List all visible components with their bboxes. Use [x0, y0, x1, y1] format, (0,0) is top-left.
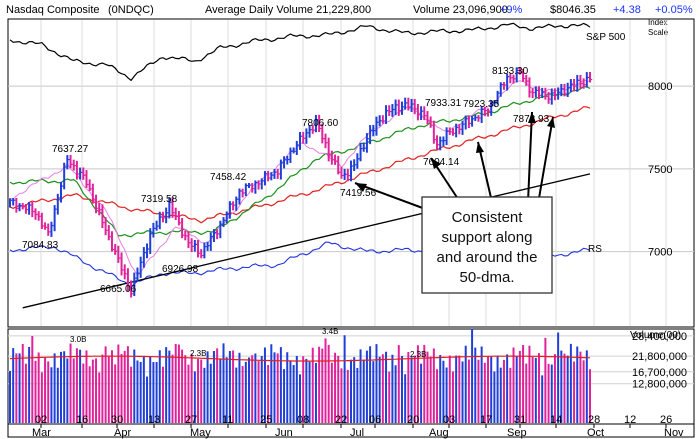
- price-tick-label: 7000: [648, 247, 672, 259]
- volume-annotation: 3.4B: [322, 327, 338, 336]
- price-annotation: 8133.30: [492, 66, 529, 77]
- price-annotation: 7933.31: [425, 98, 462, 109]
- date-axis-frame: [7, 423, 695, 438]
- volume-tick-label: 21,800,000: [632, 351, 687, 363]
- price-annotation: 7319.58: [141, 194, 178, 205]
- rs-label: RS: [588, 244, 602, 255]
- month-label: Apr: [114, 427, 131, 439]
- price-annotation: 7604.14: [423, 157, 460, 168]
- date-tick-label: 27: [185, 414, 197, 426]
- callout-arrowhead: [547, 117, 555, 128]
- axis-labels: 7000 7500 8000 02 16 30 13 27 11 25 08 22 06 20 03 17 31…: [22, 66, 687, 439]
- callout-line-4: 50-dma.: [459, 269, 514, 286]
- date-tick-label: 31: [514, 414, 526, 426]
- volume-tick-label: 12,800,000: [632, 379, 687, 391]
- date-tick-label: 25: [260, 414, 272, 426]
- date-tick-label: 20: [407, 414, 419, 426]
- volume-change: +9%: [500, 4, 523, 16]
- price-tick-label: 8000: [648, 81, 672, 93]
- date-tick-label: 06: [369, 414, 381, 426]
- price-panel-frame: [7, 18, 695, 328]
- callout-arrow: [354, 182, 429, 211]
- callout-box: [421, 196, 553, 294]
- date-tick-label: 28: [588, 414, 600, 426]
- volume-panel-label: Volume(00): [630, 330, 681, 341]
- date-tick-label: 17: [480, 414, 492, 426]
- volume-label: Volume 23,096,900: [413, 4, 508, 16]
- month-label: Oct: [587, 427, 604, 439]
- ma50-line: [9, 85, 591, 238]
- month-label: Jul: [350, 427, 364, 439]
- callout-arrow: [527, 111, 533, 203]
- month-label: May: [190, 427, 211, 439]
- ma200-line: [9, 106, 591, 224]
- price-tick-label: 7500: [648, 164, 672, 176]
- callout-arrowhead: [431, 158, 441, 169]
- price-annotation: 6665.06: [100, 284, 137, 295]
- volume-annotation: 2.3B: [410, 350, 426, 359]
- date-tick-label: 11: [222, 414, 233, 426]
- callout-arrowhead: [355, 183, 367, 192]
- chart-title: Nasdaq Composite: [6, 4, 100, 16]
- volume-average-line: [9, 355, 591, 362]
- volume-bars: [9, 328, 591, 423]
- date-tick-label: 08: [297, 414, 309, 426]
- callout-line-2: support along: [442, 229, 533, 246]
- pct-change: +0.05%: [655, 4, 693, 16]
- price-annotation: 7806.60: [302, 118, 339, 129]
- date-tick-label: 02: [35, 414, 47, 426]
- index-scale-line1: Index: [648, 18, 668, 27]
- month-label: Mar: [32, 427, 51, 439]
- date-tick-label: 14: [550, 414, 562, 426]
- price-bars: [9, 67, 593, 298]
- sp500-line: [9, 22, 591, 82]
- callout-arrowhead: [528, 112, 536, 123]
- price-annotation: 7923.35: [463, 99, 500, 110]
- date-tick-label: 30: [111, 414, 123, 426]
- price-annotation: 7458.42: [210, 172, 247, 183]
- date-tick-label: 13: [148, 414, 160, 426]
- price-annotation: 7419.56: [340, 188, 377, 199]
- last-price: $8046.35: [550, 4, 596, 16]
- volume-tick-label: 28,400,000: [632, 331, 687, 343]
- price-change: +4.38: [613, 4, 641, 16]
- volume-annotation: 2.3B: [190, 349, 206, 358]
- month-label: Aug: [429, 427, 449, 439]
- date-tick-label: 26: [660, 414, 672, 426]
- month-label: Sep: [507, 427, 527, 439]
- callout-line-3: and around the: [437, 249, 538, 266]
- date-tick-label: 12: [624, 414, 636, 426]
- sp500-label: S&P 500: [586, 32, 626, 43]
- date-tick-label: 03: [443, 414, 455, 426]
- callout: Consistent support along and around the …: [354, 111, 555, 294]
- month-label: Nov: [664, 427, 684, 439]
- ticker-symbol: (0NDQC): [108, 4, 154, 16]
- index-scale-line2: Scale: [648, 28, 669, 37]
- callout-line-1: Consistent: [452, 209, 524, 226]
- volume-tick-label: 16,700,000: [632, 367, 687, 379]
- price-annotation: 6926.98: [162, 264, 199, 275]
- callout-arrowhead: [476, 142, 484, 153]
- date-tick-label: 22: [335, 414, 347, 426]
- price-annotation: 7084.83: [22, 240, 59, 251]
- month-label: Jun: [275, 427, 293, 439]
- callout-arrow: [537, 116, 554, 205]
- avg-volume: Average Daily Volume 21,229,800: [205, 4, 371, 16]
- date-tick-label: 16: [76, 414, 88, 426]
- volume-annotation: 3.0B: [70, 335, 86, 344]
- series-lines: [9, 22, 591, 309]
- price-annotation: 7637.27: [52, 144, 89, 155]
- trend-line: [22, 173, 591, 309]
